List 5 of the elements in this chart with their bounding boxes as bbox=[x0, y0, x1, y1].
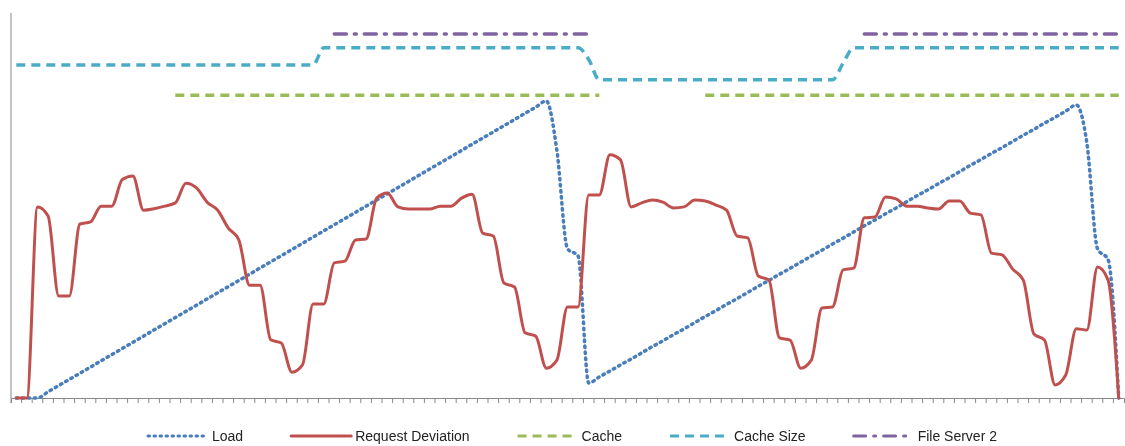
legend-label: Cache bbox=[581, 428, 623, 444]
legend-label: Request Deviation bbox=[355, 428, 470, 444]
legend-label: Load bbox=[212, 428, 244, 444]
legend-label: Cache Size bbox=[734, 428, 806, 444]
legend-label: File Server 2 bbox=[917, 428, 998, 444]
